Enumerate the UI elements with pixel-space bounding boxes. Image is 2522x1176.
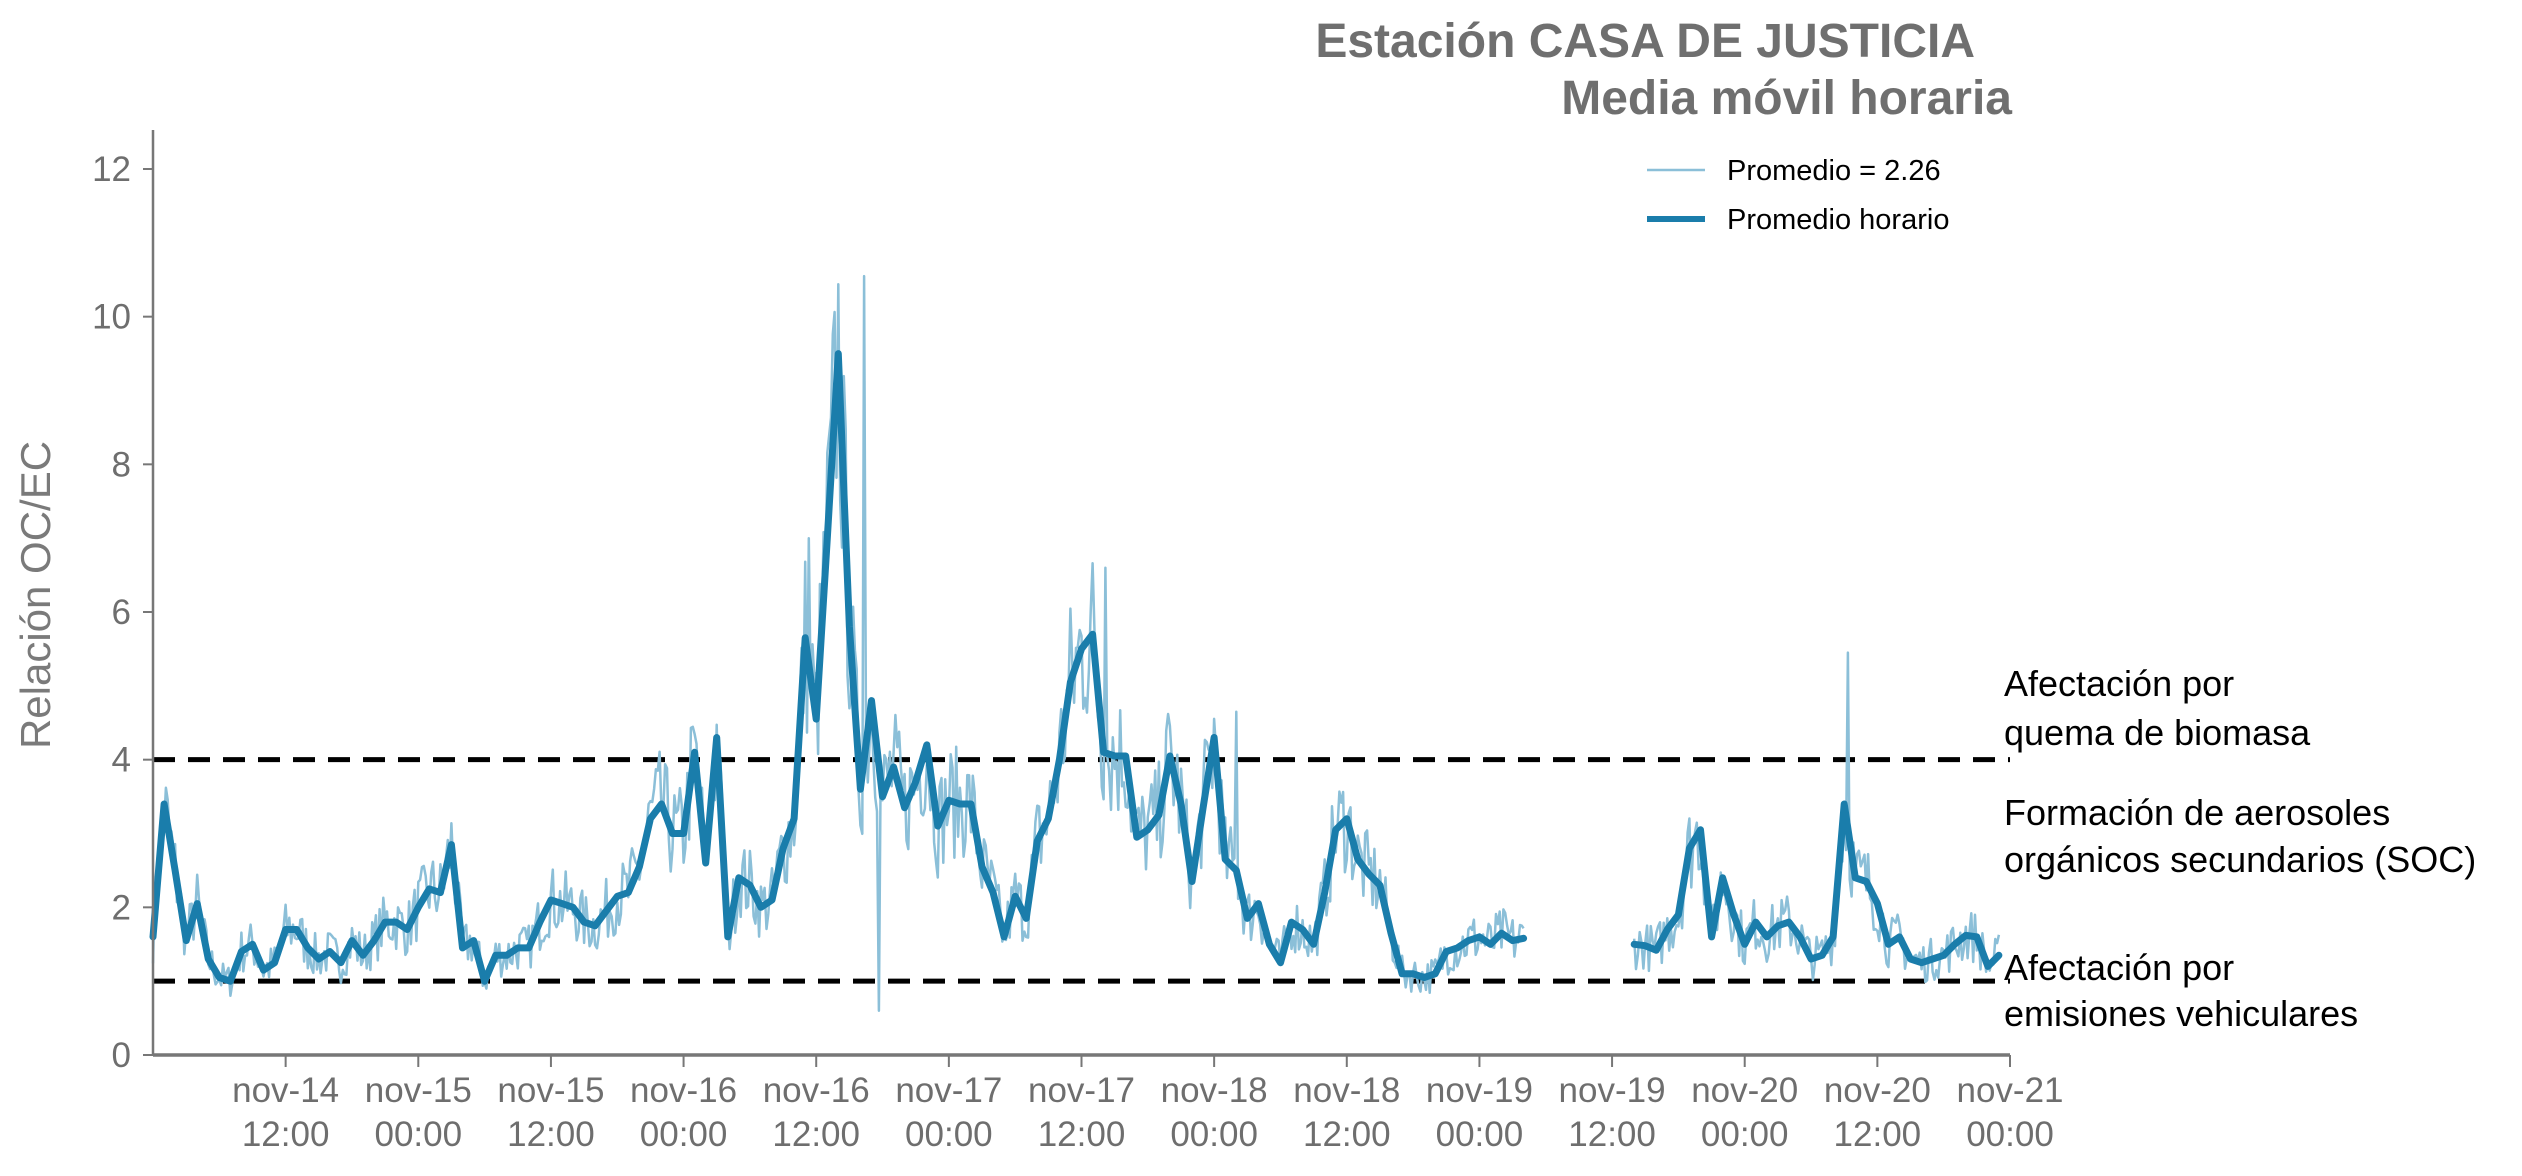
x-tick-label-time: 00:00 — [1701, 1115, 1789, 1154]
x-tick-label-time: 12:00 — [242, 1115, 330, 1154]
annotation-biomass-line-2: quema de biomasa — [2004, 712, 2311, 753]
series-hourly-line-segment-1 — [1630, 800, 2003, 970]
x-tick-label-date: nov-18 — [1161, 1071, 1268, 1110]
y-tick-label: 0 — [112, 1036, 131, 1075]
series-10min-line-segment-1 — [1632, 651, 2001, 984]
x-tick-label-time: 00:00 — [374, 1115, 462, 1154]
x-tick-label-time: 12:00 — [772, 1115, 860, 1154]
x-tick-label-time: 12:00 — [1303, 1115, 1391, 1154]
legend: Promedio = 2.26 Promedio horario — [1647, 155, 1949, 236]
x-tick-label-date: nov-19 — [1426, 1071, 1533, 1110]
annotation-vehicles-line-2: emisiones vehiculares — [2004, 993, 2358, 1034]
chart-title: Estación CASA DE JUSTICIA Media móvil ho… — [1315, 15, 2012, 125]
chart-title-line-1: Estación CASA DE JUSTICIA — [1315, 15, 1975, 68]
x-tick-label-time: 00:00 — [640, 1115, 728, 1154]
x-tick-label-date: nov-20 — [1691, 1071, 1798, 1110]
x-tick-label-time: 00:00 — [905, 1115, 993, 1154]
x-tick-label-date: nov-16 — [630, 1071, 737, 1110]
x-tick-label-time: 00:00 — [1170, 1115, 1258, 1154]
x-tick-label-date: nov-18 — [1293, 1071, 1400, 1110]
x-tick-label-date: nov-15 — [497, 1071, 604, 1110]
reference-lines — [153, 757, 2010, 984]
x-tick-label-date: nov-19 — [1559, 1071, 1666, 1110]
axes: 0 2 4 6 8 10 12 nov-14 12:00 nov-15 00:00 nov-15 12:… — [92, 130, 2064, 1154]
y-tick-label: 6 — [112, 593, 131, 632]
x-tick-label-time: 00:00 — [1436, 1115, 1524, 1154]
annotation-vehicles-line-1: Afectación por — [2004, 947, 2234, 988]
x-tick-label-time: 12:00 — [1834, 1115, 1922, 1154]
y-axis-label: Relación OC/EC — [12, 441, 59, 749]
series-hourly-line-segment-0 — [149, 350, 1528, 985]
x-tick-label-date: nov-17 — [895, 1071, 1002, 1110]
x-tick-label-time: 12:00 — [507, 1115, 595, 1154]
legend-label-10min: Promedio = 2.26 — [1727, 155, 1941, 187]
series-10min-line-segment-0 — [151, 274, 1525, 1012]
annotation-biomass-line-1: Afectación por — [2004, 663, 2234, 704]
y-tick-label: 10 — [92, 298, 131, 337]
annotations: Afectación por quema de biomasa Formació… — [2004, 663, 2476, 1034]
chart-title-line-2: Media móvil horaria — [1561, 72, 2012, 125]
x-tick-label-date: nov-14 — [232, 1071, 339, 1110]
x-tick-label-date: nov-21 — [1956, 1071, 2063, 1110]
y-tick-label: 8 — [112, 445, 131, 484]
x-tick-label-date: nov-15 — [365, 1071, 472, 1110]
y-tick-label: 4 — [112, 741, 131, 780]
x-tick-label-time: 12:00 — [1038, 1115, 1126, 1154]
series-hourly — [149, 350, 2003, 985]
x-tick-label-date: nov-16 — [763, 1071, 870, 1110]
x-tick-label-time: 12:00 — [1568, 1115, 1656, 1154]
x-tick-label-date: nov-20 — [1824, 1071, 1931, 1110]
x-tick-label-date: nov-17 — [1028, 1071, 1135, 1110]
y-tick-label: 2 — [112, 888, 131, 927]
x-tick-label-time: 00:00 — [1966, 1115, 2054, 1154]
y-tick-label: 12 — [92, 150, 131, 189]
legend-label-hourly: Promedio horario — [1727, 204, 1949, 236]
annotation-soc-line-2: orgánicos secundarios (SOC) — [2004, 839, 2476, 880]
series-10min — [151, 274, 2001, 1012]
annotation-soc-line-1: Formación de aerosoles — [2004, 792, 2390, 833]
